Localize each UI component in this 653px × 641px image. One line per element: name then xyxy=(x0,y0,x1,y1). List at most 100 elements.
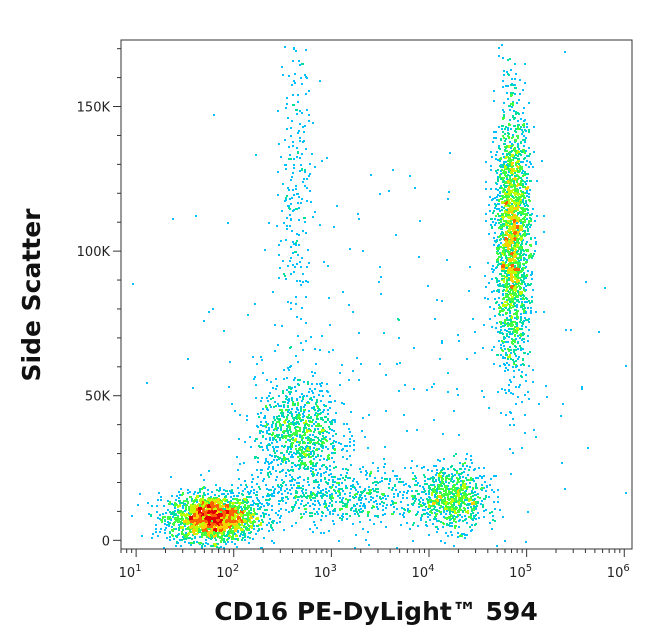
event-point xyxy=(514,63,516,65)
event-point xyxy=(470,477,472,479)
event-point xyxy=(208,504,210,506)
event-point xyxy=(255,503,257,505)
event-point xyxy=(505,301,507,303)
event-point xyxy=(456,516,458,518)
event-point xyxy=(260,522,262,524)
event-point xyxy=(203,527,205,529)
event-point xyxy=(322,438,324,440)
event-point xyxy=(520,364,522,366)
event-point xyxy=(225,500,227,502)
event-point xyxy=(156,511,158,513)
event-point xyxy=(447,496,449,498)
event-point xyxy=(220,511,222,513)
event-point xyxy=(266,509,268,511)
event-point xyxy=(283,459,285,461)
event-point xyxy=(452,511,454,513)
event-point xyxy=(448,490,450,492)
event-point xyxy=(489,306,491,308)
event-point xyxy=(407,508,409,510)
event-point xyxy=(141,535,143,537)
event-point xyxy=(182,507,184,509)
event-point xyxy=(457,514,459,516)
event-point xyxy=(508,364,510,366)
event-point xyxy=(287,492,289,494)
event-point xyxy=(320,412,322,414)
event-point xyxy=(205,542,207,544)
event-point xyxy=(451,534,453,536)
event-point xyxy=(409,528,411,530)
event-point xyxy=(241,524,243,526)
event-point xyxy=(213,526,215,528)
event-point xyxy=(503,111,505,113)
event-point xyxy=(510,392,512,394)
event-point xyxy=(195,497,197,499)
event-point xyxy=(247,491,249,493)
event-point xyxy=(511,223,513,225)
event-point xyxy=(327,448,329,450)
event-point xyxy=(157,517,159,519)
event-point xyxy=(306,395,308,397)
event-point xyxy=(196,501,198,503)
event-point xyxy=(431,512,433,514)
event-point xyxy=(169,511,171,513)
event-point xyxy=(515,386,517,388)
event-point xyxy=(298,444,300,446)
event-point xyxy=(213,508,215,510)
event-point xyxy=(210,522,212,524)
event-point xyxy=(530,312,532,314)
event-point xyxy=(255,533,257,535)
event-point xyxy=(267,461,269,463)
event-point xyxy=(453,520,455,522)
event-point xyxy=(526,218,528,220)
event-point xyxy=(474,468,476,470)
event-point xyxy=(504,329,506,331)
event-point xyxy=(520,347,522,349)
event-point xyxy=(315,456,317,458)
event-point xyxy=(214,494,216,496)
event-point xyxy=(249,436,251,438)
event-point xyxy=(449,498,451,500)
event-point xyxy=(170,519,172,521)
event-point xyxy=(505,171,507,173)
event-point xyxy=(274,419,276,421)
event-point xyxy=(443,503,445,505)
event-point xyxy=(442,526,444,528)
event-point xyxy=(254,376,256,378)
event-point xyxy=(299,447,301,449)
event-point xyxy=(156,505,158,507)
event-point xyxy=(448,478,450,480)
event-point xyxy=(267,472,269,474)
event-point xyxy=(519,291,521,293)
event-point xyxy=(270,398,272,400)
event-point xyxy=(523,341,525,343)
event-point xyxy=(509,223,511,225)
event-point xyxy=(295,411,297,413)
event-point xyxy=(461,516,463,518)
event-point xyxy=(275,423,277,425)
event-point xyxy=(314,444,316,446)
event-point xyxy=(291,444,293,446)
event-point xyxy=(218,526,220,528)
event-point xyxy=(217,508,219,510)
event-point xyxy=(305,450,307,452)
event-point xyxy=(274,401,276,403)
event-point xyxy=(211,515,213,517)
event-point xyxy=(308,430,310,432)
event-point xyxy=(265,460,267,462)
event-point xyxy=(517,348,519,350)
event-point xyxy=(255,494,257,496)
event-point xyxy=(320,385,322,387)
event-point xyxy=(231,484,233,486)
event-point xyxy=(223,547,225,549)
event-point xyxy=(448,482,450,484)
event-point xyxy=(471,490,473,492)
event-point xyxy=(433,481,435,483)
event-point xyxy=(201,547,203,549)
event-point xyxy=(495,327,497,329)
event-point xyxy=(226,511,228,513)
event-point xyxy=(490,478,492,480)
event-point xyxy=(493,244,495,246)
event-point xyxy=(260,424,262,426)
event-point xyxy=(173,524,175,526)
